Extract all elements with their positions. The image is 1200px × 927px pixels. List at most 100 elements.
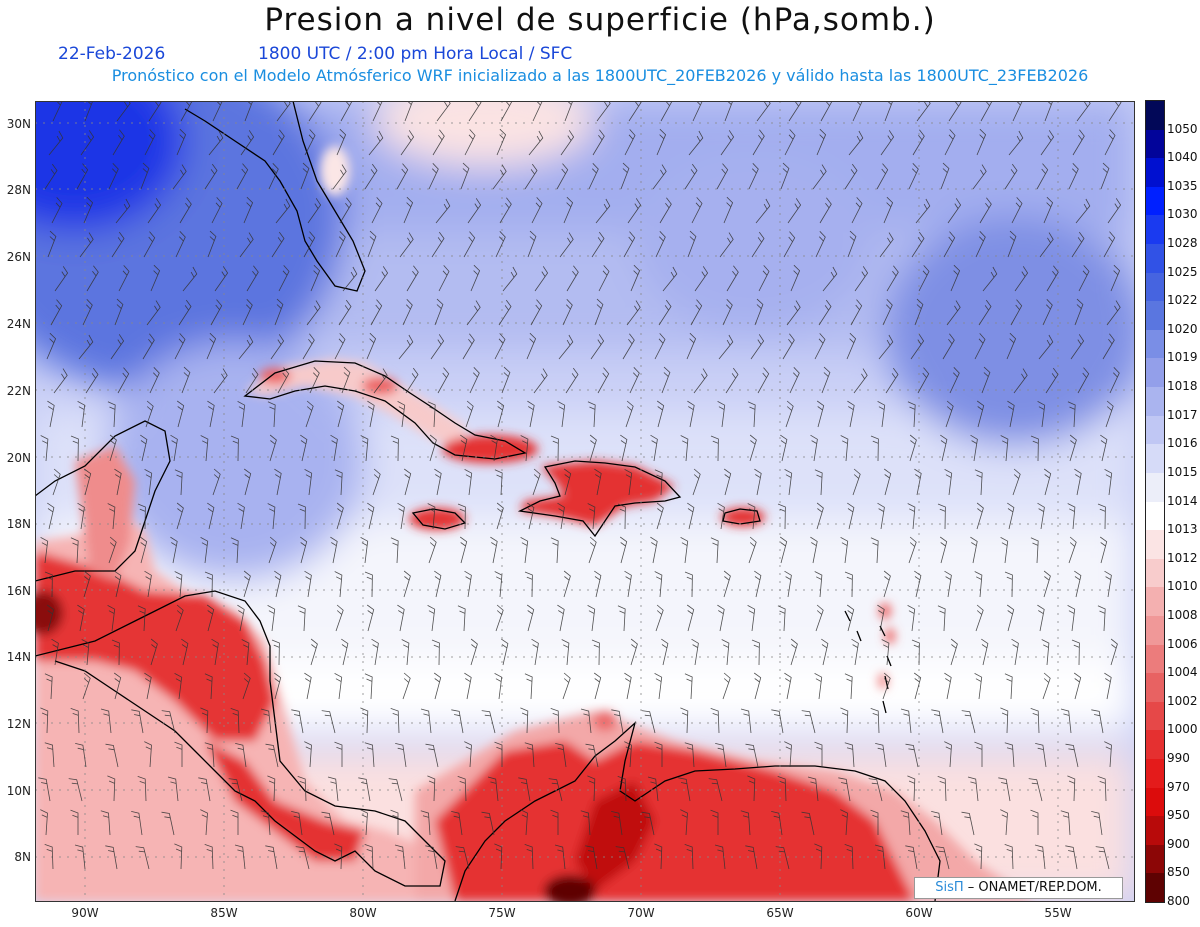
wind-barb [974,469,983,496]
wind-barb [434,468,442,496]
wind-barb [550,708,560,734]
wind-barb [686,604,695,632]
wind-barb [341,638,349,666]
wind-barb [364,163,378,190]
wind-barb [592,129,605,156]
wind-barb [425,743,439,768]
wind-barb [810,434,818,462]
wind-barb [680,435,689,462]
wind-barb [880,130,895,156]
wind-barb [587,503,596,530]
lat-label: 30N [6,117,31,131]
wind-barb [470,638,478,666]
wind-barb [1067,775,1076,802]
wind-barb [940,434,948,462]
wind-barb [427,605,436,632]
wind-barb [310,264,321,292]
wind-barb [687,230,697,258]
wind-barb [396,163,409,190]
wind-barb [1040,130,1055,156]
color-legend [1145,100,1165,903]
wind-barb [40,435,49,462]
wind-barb [367,502,375,530]
wind-barb [874,844,886,870]
wind-barb [779,536,788,564]
map-title: Presion a nivel de superficie (hPa,somb.… [264,2,936,38]
legend-level-label: 1008 [1167,607,1198,622]
wind-barb [886,265,899,292]
wind-barb [334,571,343,598]
wind-barb [451,811,463,836]
wind-barb [557,604,565,632]
wind-barb [228,778,243,802]
wind-barb [140,162,150,190]
wind-barb [309,367,320,394]
wind-barb [530,299,543,326]
wind-barb [757,367,770,394]
wind-barb [619,536,628,564]
wind-barb [1072,129,1085,156]
wind-barb [174,333,186,360]
wind-barb [716,163,729,190]
wind-barb [718,334,734,360]
wind-barb [520,435,529,462]
wind-barb [432,129,445,156]
wind-barb [494,741,503,767]
wind-barb [587,605,596,632]
wind-barb [814,673,823,700]
wind-barb [70,809,79,835]
wind-barb [784,129,796,156]
wind-barb [590,334,605,360]
wind-barb [1068,536,1077,564]
wind-barb [659,197,672,224]
wind-barb [374,266,389,292]
wind-barb [1068,163,1079,190]
lat-label: 8N [14,850,31,864]
wind-barb [656,502,664,530]
wind-barb [428,536,437,564]
wind-barb [782,333,795,360]
wind-barb [723,196,734,224]
wind-barb [1007,400,1015,428]
wind-barb [53,368,68,394]
wind-barb [211,638,219,666]
wind-barb [948,101,962,122]
wind-barb [534,266,549,292]
wind-barb [372,468,381,496]
wind-barb [83,570,91,598]
wind-barb [179,197,192,224]
wind-barb [945,400,954,428]
wind-barb [305,400,314,428]
wind-barb [303,231,316,258]
legend-swatch [1146,558,1164,588]
legend-swatch [1146,530,1164,560]
wind-barb [47,230,57,258]
lat-label: 16N [6,584,31,598]
wind-barb [814,843,823,870]
wind-barb [107,401,116,428]
wind-barb [655,231,666,258]
wind-barb [883,196,894,224]
wind-barb [364,844,374,870]
wind-barb [611,709,624,734]
legend-swatch [1146,301,1164,331]
wind-barb [243,570,251,598]
wind-barb [1060,708,1072,734]
wind-barb [398,334,414,360]
coastlines [35,101,941,901]
wind-barb [905,845,918,870]
wind-barb [911,231,925,258]
wind-barb [723,570,731,598]
wind-barb [691,638,699,666]
wind-barb [451,709,464,734]
wind-barb [51,197,63,224]
wind-barb [790,638,798,666]
legend-level-label: 1019 [1167,350,1198,365]
wind-barb [557,401,566,428]
wind-barb [1046,265,1059,292]
wind-barb [401,639,410,666]
wind-barb [495,231,506,258]
wind-barb [212,468,221,496]
wind-barb [870,809,879,835]
wind-barb [1065,743,1079,768]
